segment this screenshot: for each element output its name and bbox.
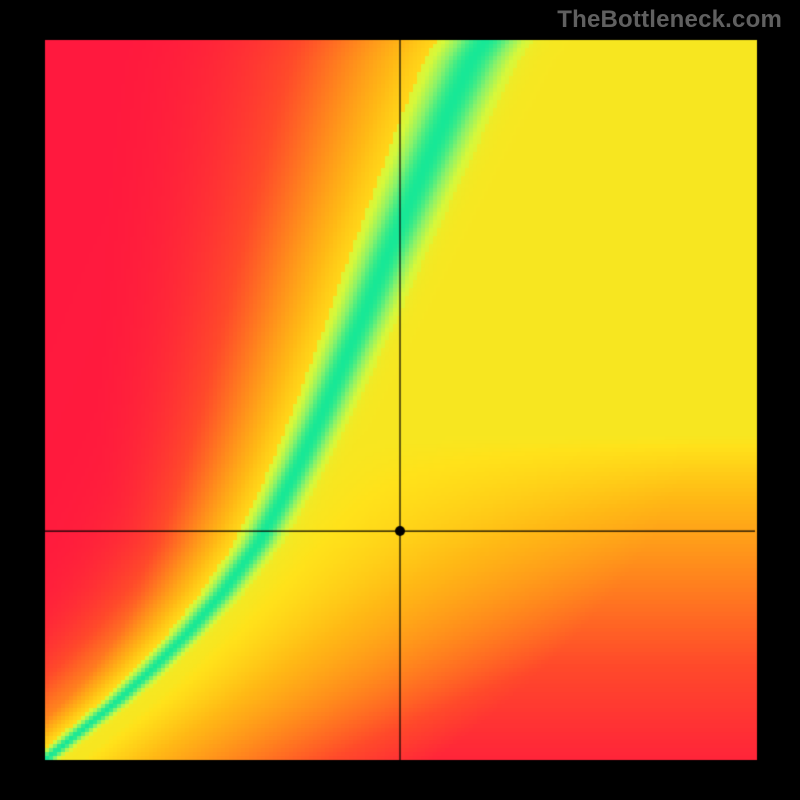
- chart-container: TheBottleneck.com: [0, 0, 800, 800]
- bottleneck-heatmap: [0, 0, 800, 800]
- watermark-text: TheBottleneck.com: [557, 6, 782, 34]
